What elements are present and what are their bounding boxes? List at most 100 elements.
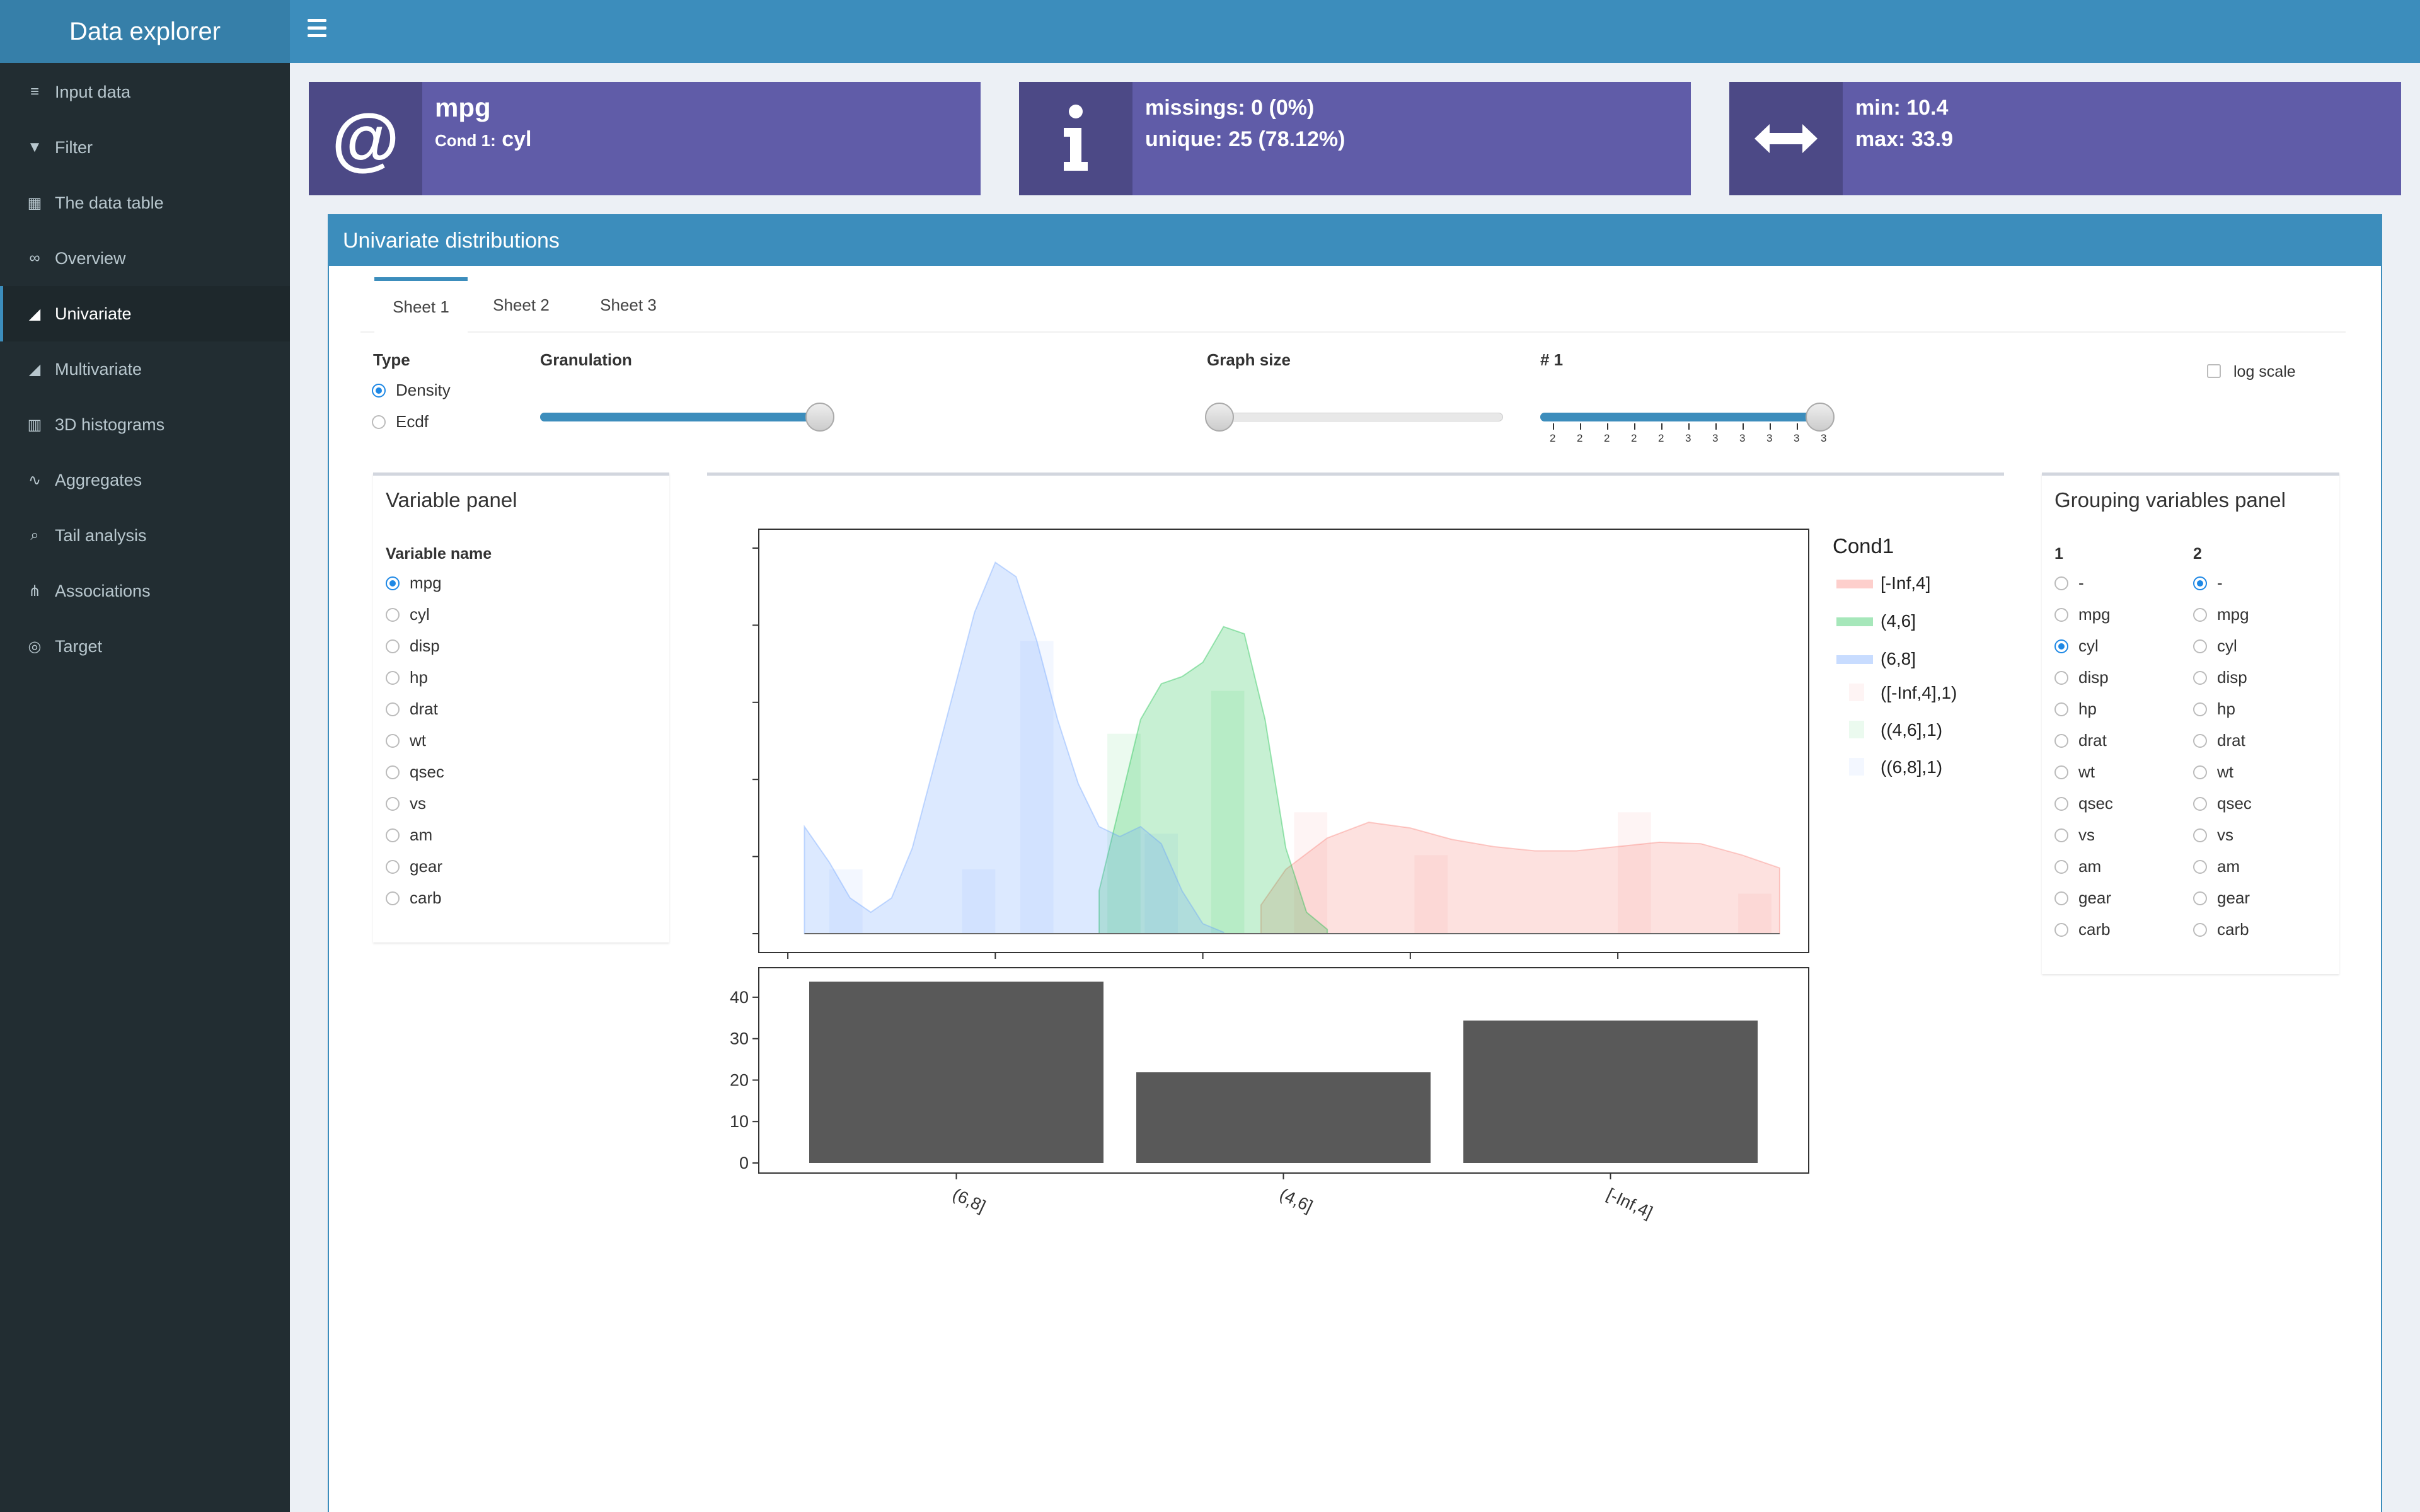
group2-option-wt[interactable]: wt: [2193, 762, 2233, 782]
group2-option-gear[interactable]: gear: [2193, 888, 2250, 908]
radio-disp[interactable]: [386, 639, 400, 653]
sidebar-item-label: Target: [55, 636, 103, 656]
radio-group1-qsec[interactable]: [2054, 796, 2068, 811]
type-ecdf-option[interactable]: Ecdf: [372, 412, 429, 432]
slider1-tick-label: 3: [1739, 432, 1746, 444]
radio-group1-gear[interactable]: [2054, 891, 2068, 905]
group1-option-vs[interactable]: vs: [2054, 825, 2095, 845]
variable-option-qsec[interactable]: qsec: [386, 762, 444, 782]
sidebar-item-3d-histograms[interactable]: ▥ 3D histograms: [0, 397, 290, 452]
sidebar-item-overview[interactable]: ∞ Overview: [0, 231, 290, 286]
group2-option-am[interactable]: am: [2193, 857, 2240, 876]
group2-option-drat[interactable]: drat: [2193, 731, 2245, 750]
radio-group2-wt[interactable]: [2193, 765, 2207, 779]
group2-option-vs[interactable]: vs: [2193, 825, 2233, 845]
group2-option-hp[interactable]: hp: [2193, 699, 2235, 719]
group1-option-none[interactable]: -: [2054, 573, 2084, 593]
radio-ecdf[interactable]: [372, 415, 386, 429]
radio-group2-hp[interactable]: [2193, 702, 2207, 716]
type-density-option[interactable]: Density: [372, 381, 451, 400]
radio-density[interactable]: [372, 383, 386, 398]
radio-group1-vs[interactable]: [2054, 828, 2068, 842]
radio-group2-qsec[interactable]: [2193, 796, 2207, 811]
radio-group1-am[interactable]: [2054, 859, 2068, 874]
radio-group1-carb[interactable]: [2054, 922, 2068, 937]
radio-group2-none[interactable]: [2193, 576, 2207, 590]
radio-group2-drat[interactable]: [2193, 733, 2207, 748]
granulation-handle[interactable]: [805, 403, 834, 432]
group1-option-gear[interactable]: gear: [2054, 888, 2111, 908]
radio-group1-hp[interactable]: [2054, 702, 2068, 716]
group2-option-carb[interactable]: carb: [2193, 920, 2249, 939]
app-logo[interactable]: Data explorer: [0, 0, 290, 63]
variable-option-vs[interactable]: vs: [386, 794, 426, 813]
radio-group1-disp[interactable]: [2054, 670, 2068, 685]
radio-wt[interactable]: [386, 733, 400, 748]
graph-size-track[interactable]: [1207, 413, 1503, 421]
sidebar-item-multivariate[interactable]: ◢ Multivariate: [0, 341, 290, 397]
slider1-handle[interactable]: [1806, 403, 1835, 432]
graph-size-handle[interactable]: [1205, 403, 1234, 432]
group1-option-am[interactable]: am: [2054, 857, 2101, 876]
variable-option-drat[interactable]: drat: [386, 699, 438, 719]
radio-drat[interactable]: [386, 702, 400, 716]
slider1-tick-mark: [1797, 423, 1798, 430]
variable-option-carb[interactable]: carb: [386, 888, 442, 908]
radio-carb[interactable]: [386, 891, 400, 905]
radio-group2-mpg[interactable]: [2193, 607, 2207, 622]
radio-mpg[interactable]: [386, 576, 400, 590]
sidebar-item-input-data[interactable]: ≡ Input data: [0, 64, 290, 120]
radio-group1-none[interactable]: [2054, 576, 2068, 590]
hamburger-menu-icon[interactable]: [308, 19, 326, 38]
tab-sheet-2[interactable]: Sheet 2: [493, 295, 550, 314]
log-scale-checkbox[interactable]: [2207, 364, 2221, 378]
radio-hp[interactable]: [386, 670, 400, 685]
group2-option-none[interactable]: -: [2193, 573, 2223, 593]
tab-sheet-1[interactable]: Sheet 1: [374, 277, 468, 333]
variable-option-gear[interactable]: gear: [386, 857, 442, 876]
variable-option-am[interactable]: am: [386, 825, 432, 845]
radio-am[interactable]: [386, 828, 400, 842]
group2-option-disp[interactable]: disp: [2193, 668, 2247, 687]
group1-option-wt[interactable]: wt: [2054, 762, 2095, 782]
radio-group1-cyl[interactable]: [2054, 639, 2068, 653]
sidebar-item-target[interactable]: ◎ Target: [0, 619, 290, 674]
sidebar-item-filter[interactable]: ▼ Filter: [0, 120, 290, 175]
radio-qsec[interactable]: [386, 765, 400, 779]
group2-option-mpg[interactable]: mpg: [2193, 605, 2249, 624]
radio-cyl[interactable]: [386, 607, 400, 622]
slider1-tick-label: 2: [1658, 432, 1664, 444]
group1-option-carb[interactable]: carb: [2054, 920, 2111, 939]
variable-option-wt[interactable]: wt: [386, 731, 426, 750]
radio-group2-am[interactable]: [2193, 859, 2207, 874]
sidebar-item-the-data-table[interactable]: ▦ The data table: [0, 175, 290, 231]
group1-option-mpg[interactable]: mpg: [2054, 605, 2111, 624]
radio-group2-gear[interactable]: [2193, 891, 2207, 905]
radio-group2-disp[interactable]: [2193, 670, 2207, 685]
radio-group2-carb[interactable]: [2193, 922, 2207, 937]
radio-gear[interactable]: [386, 859, 400, 874]
variable-option-mpg[interactable]: mpg: [386, 573, 442, 593]
radio-group1-drat[interactable]: [2054, 733, 2068, 748]
radio-group2-cyl[interactable]: [2193, 639, 2207, 653]
group2-option-cyl[interactable]: cyl: [2193, 636, 2237, 656]
radio-group1-mpg[interactable]: [2054, 607, 2068, 622]
sidebar-item-aggregates[interactable]: ∿ Aggregates: [0, 452, 290, 508]
group1-option-cyl[interactable]: cyl: [2054, 636, 2099, 656]
variable-option-disp[interactable]: disp: [386, 636, 440, 656]
group1-option-drat[interactable]: drat: [2054, 731, 2107, 750]
tab-sheet-3[interactable]: Sheet 3: [600, 295, 657, 314]
variable-option-hp[interactable]: hp: [386, 668, 428, 687]
group1-option-qsec[interactable]: qsec: [2054, 794, 2113, 813]
radio-group1-wt[interactable]: [2054, 765, 2068, 779]
variable-option-label: am: [410, 825, 433, 844]
sidebar-item-tail-analysis[interactable]: ⌕ Tail analysis: [0, 508, 290, 563]
radio-vs[interactable]: [386, 796, 400, 811]
group2-option-qsec[interactable]: qsec: [2193, 794, 2252, 813]
group1-option-hp[interactable]: hp: [2054, 699, 2097, 719]
sidebar-item-univariate[interactable]: ◢ Univariate: [0, 286, 290, 341]
group1-option-disp[interactable]: disp: [2054, 668, 2109, 687]
variable-option-cyl[interactable]: cyl: [386, 605, 430, 624]
radio-group2-vs[interactable]: [2193, 828, 2207, 842]
sidebar-item-associations[interactable]: ⋔ Associations: [0, 563, 290, 619]
